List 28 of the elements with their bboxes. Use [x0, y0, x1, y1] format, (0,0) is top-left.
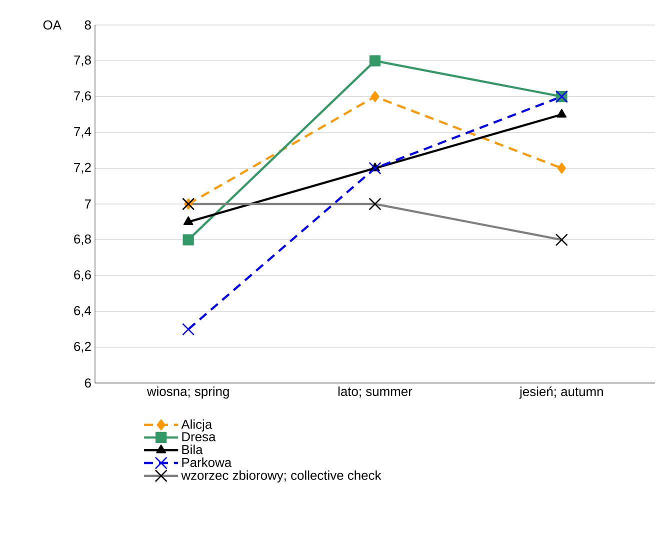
y-tick-label: 6,4	[74, 306, 92, 317]
y-tick-label: 7,4	[74, 127, 92, 138]
point	[183, 216, 194, 225]
point	[368, 162, 382, 174]
y-tick-label: 7,6	[74, 91, 91, 102]
legend-label: Dresa	[182, 432, 216, 442]
y-tick-label: 6,6	[74, 270, 91, 281]
y-tick-label: 7,2	[74, 162, 91, 174]
legend-label: wzorzec zbiorowy; collective check	[181, 470, 382, 482]
x-tick-label: jesień; autumn	[519, 386, 603, 399]
point	[370, 91, 380, 102]
y-axis-title: OA	[43, 20, 62, 30]
point	[182, 234, 194, 246]
y-tick-label: 6	[84, 378, 91, 388]
y-tick-label: 7	[84, 200, 91, 208]
y-tick-label: 7,8	[74, 55, 91, 66]
y-tick-label: 6,2	[74, 342, 91, 353]
x-tick-label: lato; summer	[338, 386, 412, 398]
point	[182, 323, 195, 336]
y-tick-label: 8	[84, 20, 91, 30]
y-tick-label: 6,8	[74, 234, 91, 246]
point	[557, 162, 566, 174]
legend-label: Parkowa	[182, 458, 232, 468]
legend-label: Bila	[182, 444, 203, 454]
legend-label: Alicja	[181, 419, 212, 432]
point	[556, 108, 567, 118]
point	[369, 55, 381, 66]
x-tick-label: wiosna; spring	[146, 386, 229, 399]
